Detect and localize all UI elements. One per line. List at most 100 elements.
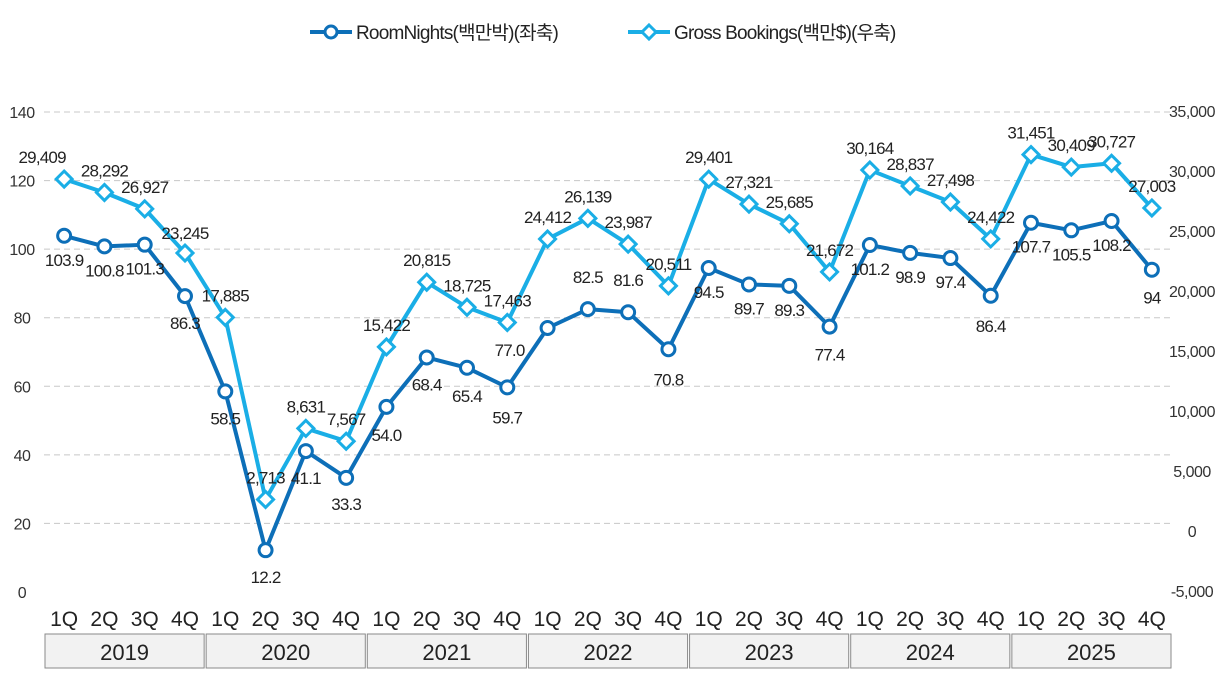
x-tick-label: 3Q: [1098, 608, 1126, 631]
x-tick-label: 3Q: [453, 608, 481, 631]
data-label: 27,498: [927, 171, 975, 190]
data-label: 31,451: [1007, 124, 1055, 143]
data-point: [1101, 153, 1122, 174]
x-tick-label: 1Q: [211, 608, 239, 631]
data-label: 27,321: [725, 173, 773, 192]
data-point: [738, 194, 760, 215]
right-axis-tick-label: 35,000: [1169, 104, 1216, 121]
data-label: 20,815: [403, 251, 451, 270]
x-tick-label: 4Q: [977, 608, 1005, 631]
data-label: 94.5: [694, 283, 724, 302]
data-label: 23,987: [605, 213, 653, 232]
data-label: 103.9: [45, 251, 84, 270]
data-label: 101.3: [125, 260, 164, 279]
data-point: [255, 489, 276, 510]
data-point: [257, 542, 274, 559]
data-point: [577, 208, 598, 229]
left-axis-tick-label: 0: [18, 585, 27, 602]
data-point: [136, 236, 153, 253]
x-tick-label: 3Q: [614, 608, 642, 631]
x-tick-label: 4Q: [332, 608, 360, 631]
data-label: 107.7: [1012, 238, 1051, 257]
x-tick-label: 3Q: [936, 608, 964, 631]
data-label: 65.4: [452, 387, 482, 406]
year-label: 2025: [1067, 640, 1116, 665]
left-axis-tick-label: 80: [14, 311, 31, 328]
data-point: [177, 288, 193, 305]
data-point: [54, 168, 75, 190]
data-label: 30,164: [846, 139, 894, 158]
year-group-box: [689, 633, 850, 669]
year-label: 2021: [422, 640, 471, 665]
data-label: 7,567: [327, 410, 366, 429]
data-point: [902, 244, 919, 261]
right-axis-tick-label: 15,000: [1169, 344, 1216, 361]
right-axis-tick-label: 5,000: [1173, 464, 1211, 481]
x-tick-label: 2Q: [252, 608, 280, 631]
data-point: [1141, 197, 1162, 219]
data-point: [1023, 214, 1039, 231]
data-label: 100.8: [85, 261, 124, 280]
data-label: 68.4: [412, 375, 442, 394]
year-label: 2022: [584, 640, 633, 665]
data-label: 2,713: [246, 468, 285, 487]
data-point: [821, 318, 838, 335]
data-point: [174, 242, 196, 264]
legend-marker: [639, 22, 659, 42]
data-point: [940, 191, 961, 213]
data-label: 25,685: [766, 193, 814, 212]
data-point: [215, 307, 236, 328]
data-point: [900, 175, 921, 197]
data-point: [378, 398, 395, 415]
x-tick-label: 3Q: [131, 608, 159, 631]
data-point: [338, 469, 355, 486]
year-label: 2023: [745, 640, 794, 665]
data-label: 108.2: [1092, 236, 1131, 255]
left-axis: 0 20 40 60 80 100 120 140: [9, 105, 35, 602]
data-label: 23,245: [161, 224, 209, 243]
year-group-box: [1011, 633, 1172, 669]
x-tick-label: 1Q: [856, 608, 884, 631]
year-label: 2019: [100, 640, 149, 665]
data-point: [1103, 213, 1120, 230]
data-point: [618, 234, 639, 255]
data-label: 12.2: [251, 568, 281, 587]
data-point: [658, 275, 679, 296]
x-tick-label: 4Q: [171, 608, 199, 631]
legend-label: RoomNights(백만박)(좌축): [356, 22, 559, 44]
data-point: [819, 261, 840, 283]
left-axis-tick-label: 20: [14, 516, 31, 533]
data-label: 20,511: [645, 255, 691, 274]
x-tick-label: 4Q: [816, 608, 844, 631]
right-axis-tick-label: 0: [1188, 524, 1197, 541]
year-label: 2020: [261, 640, 310, 665]
data-point: [497, 312, 518, 333]
data-point: [779, 213, 800, 234]
data-label: 33.3: [331, 495, 361, 514]
x-tick-label: 2Q: [413, 608, 441, 631]
data-point: [1061, 156, 1082, 178]
data-label: 17,885: [202, 286, 250, 305]
x-tick-label: 1Q: [534, 608, 562, 631]
right-axis-tick-label: 10,000: [1169, 404, 1216, 421]
year-group-box: [527, 633, 689, 669]
series-group: [54, 144, 1162, 559]
x-tick-label: 2Q: [896, 608, 924, 631]
left-axis-tick-label: 100: [9, 242, 35, 259]
data-point: [94, 182, 115, 203]
data-label: 29,409: [19, 148, 67, 167]
x-tick-label: 4Q: [654, 608, 682, 631]
data-label: 86.3: [170, 314, 200, 333]
data-label: 24,412: [524, 208, 572, 227]
x-tick-label: 1Q: [1017, 608, 1045, 631]
legend-marker: [323, 24, 339, 40]
x-tick-label: 2Q: [1057, 608, 1085, 631]
data-label: 54.0: [371, 426, 401, 445]
data-point: [660, 341, 677, 358]
data-point: [700, 260, 717, 276]
data-point: [537, 228, 558, 250]
data-label: 8,631: [287, 397, 326, 416]
legend: RoomNights(백만박)(좌축) Gross Bookings(백만$)(우…: [310, 22, 897, 44]
data-point: [980, 228, 1001, 250]
